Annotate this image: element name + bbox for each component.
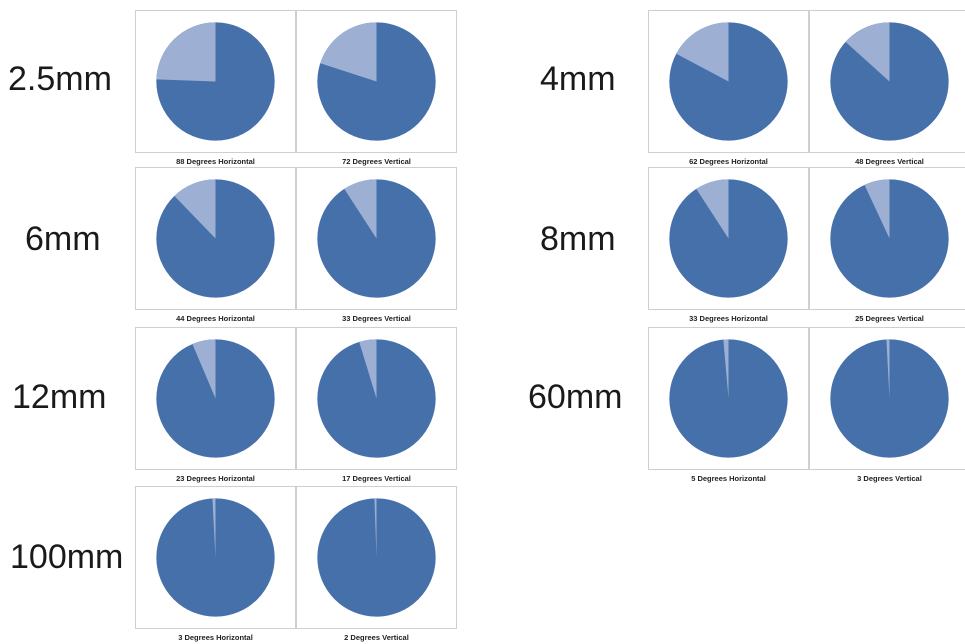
pie-caption: 33 Degrees Horizontal — [689, 314, 768, 323]
pie-chart-panel — [296, 486, 457, 629]
pie-chart — [830, 339, 949, 458]
pie-slice-fov — [344, 179, 377, 239]
pie-chart — [156, 22, 275, 141]
pie-chart-panel — [296, 167, 457, 310]
pie-slice-fov — [192, 339, 216, 399]
pie-caption: 48 Degrees Vertical — [855, 157, 924, 166]
pie-chart — [669, 179, 788, 298]
lens-label: 60mm — [528, 378, 623, 416]
pie-chart — [830, 22, 949, 141]
pie-chart-panel — [296, 327, 457, 470]
pie-chart-panel — [296, 10, 457, 153]
lens-label: 2.5mm — [8, 60, 112, 98]
pie-slice-fov — [864, 179, 890, 239]
pie-chart-panel — [135, 327, 296, 470]
pie-caption: 17 Degrees Vertical — [342, 474, 411, 483]
pie-chart-panel — [135, 167, 296, 310]
pie-chart-panel — [648, 327, 809, 470]
pie-chart-panel — [809, 167, 965, 310]
lens-label: 12mm — [12, 378, 107, 416]
lens-label: 8mm — [540, 220, 616, 258]
pie-slice-fov — [174, 179, 216, 239]
pie-caption: 44 Degrees Horizontal — [176, 314, 255, 323]
pie-caption: 72 Degrees Vertical — [342, 157, 411, 166]
pie-caption: 25 Degrees Vertical — [855, 314, 924, 323]
pie-chart — [156, 179, 275, 298]
pie-chart-panel — [809, 327, 965, 470]
pie-caption: 3 Degrees Vertical — [857, 474, 922, 483]
lens-label: 4mm — [540, 60, 616, 98]
pie-caption: 2 Degrees Vertical — [344, 633, 409, 642]
pie-chart — [669, 339, 788, 458]
pie-slice-remainder — [156, 179, 275, 298]
pie-chart-panel — [648, 10, 809, 153]
pie-caption: 3 Degrees Horizontal — [178, 633, 253, 642]
pie-chart — [669, 22, 788, 141]
pie-slice-fov — [845, 22, 890, 82]
pie-chart — [317, 339, 436, 458]
pie-caption: 33 Degrees Vertical — [342, 314, 411, 323]
pie-slice-fov — [212, 498, 216, 558]
pie-slice-fov — [676, 22, 729, 82]
pie-slice-fov — [696, 179, 729, 239]
lens-label: 6mm — [25, 220, 101, 258]
pie-slice-remainder — [156, 339, 275, 458]
pie-chart — [830, 179, 949, 298]
pie-slice-fov — [723, 339, 729, 399]
pie-chart — [156, 339, 275, 458]
pie-caption: 5 Degrees Horizontal — [691, 474, 766, 483]
pie-chart — [317, 22, 436, 141]
pie-caption: 23 Degrees Horizontal — [176, 474, 255, 483]
pie-slice-remainder — [156, 498, 275, 617]
pie-slice-fov — [359, 339, 377, 399]
pie-chart — [156, 498, 275, 617]
pie-slice-fov — [886, 339, 890, 399]
pie-chart-panel — [809, 10, 965, 153]
pie-chart-panel — [135, 10, 296, 153]
pie-chart-panel — [648, 167, 809, 310]
pie-slice-fov — [156, 22, 216, 82]
pie-slice-fov — [320, 22, 377, 82]
pie-caption: 62 Degrees Horizontal — [689, 157, 768, 166]
pie-slice-fov — [374, 498, 377, 558]
pie-chart — [317, 179, 436, 298]
lens-label: 100mm — [10, 538, 124, 576]
pie-chart-panel — [135, 486, 296, 629]
pie-caption: 88 Degrees Horizontal — [176, 157, 255, 166]
pie-chart — [317, 498, 436, 617]
